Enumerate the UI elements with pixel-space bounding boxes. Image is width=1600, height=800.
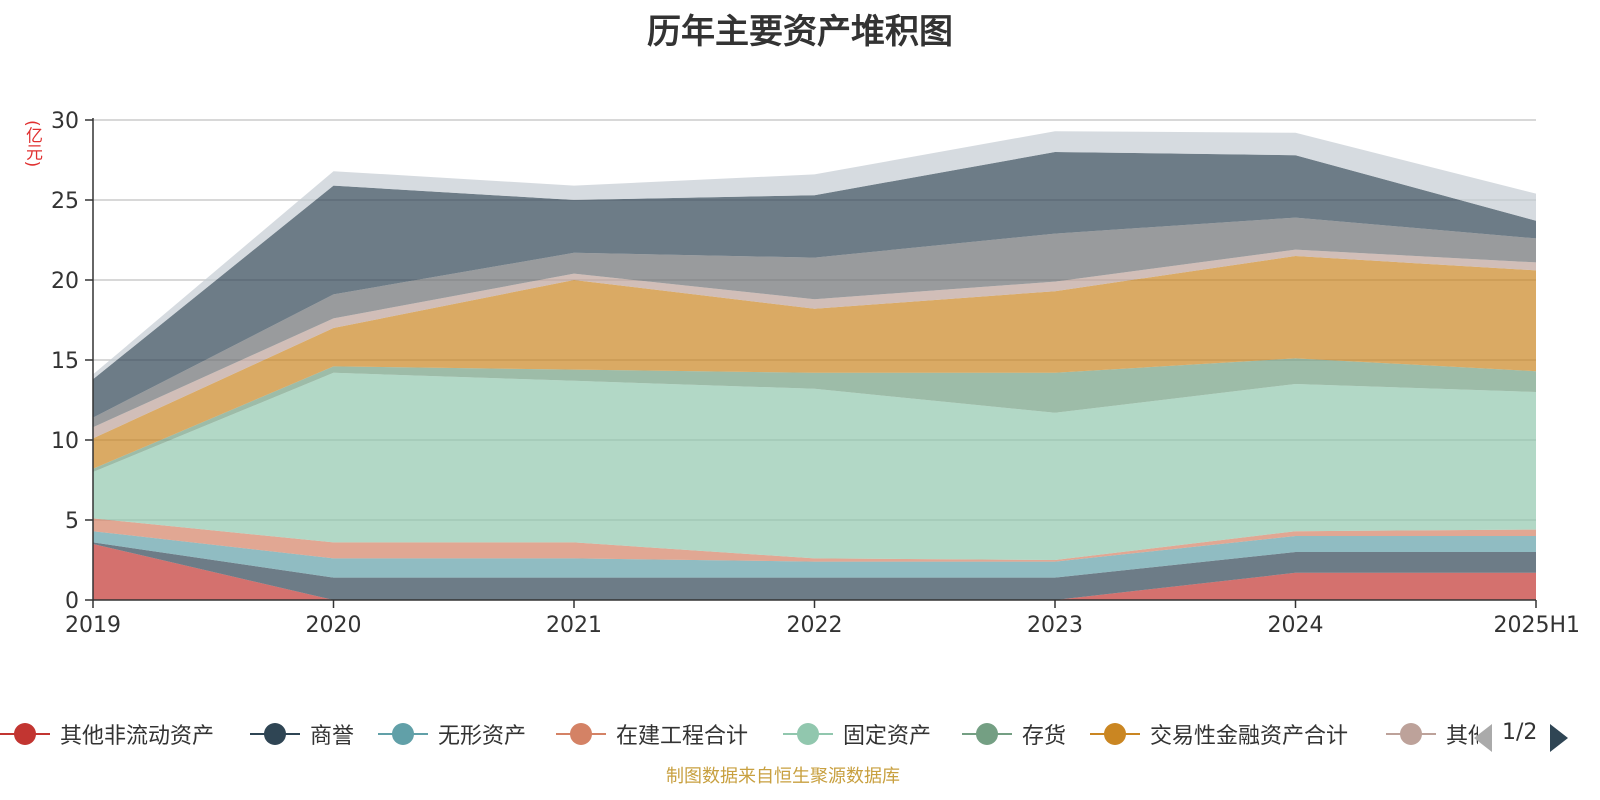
y-tick-label: 20 [51,269,79,294]
legend-dot-icon [392,723,414,745]
legend-label: 在建工程合计 [616,724,749,749]
legend-label: 商誉 [310,724,355,749]
area-series-3[interactable] [93,518,1536,562]
area-series-10[interactable] [93,131,1536,380]
area-series-5[interactable] [93,358,1536,472]
x-tick-label: 2019 [65,613,121,638]
y-tick-label: 15 [51,349,79,374]
area-series-1[interactable] [93,542,1536,600]
area-series-9[interactable] [93,152,1536,418]
area-series-4[interactable] [93,372,1536,560]
legend-dot-icon [14,723,36,745]
legend-dot-icon [797,723,819,745]
legend-dot-icon [976,723,998,745]
legend-label: 无形资产 [438,724,527,749]
legend-next-page-icon[interactable] [1550,724,1568,752]
y-tick-label: 25 [51,189,79,214]
legend-label: 其他 [1446,724,1478,749]
legend-label: 交易性金融资产合计 [1150,724,1349,749]
y-tick-label: 30 [51,109,79,134]
y-axis-unit-label: (亿元) [22,120,42,168]
legend-pager: 1/2 [1474,720,1600,756]
legend-dot-icon [264,723,286,745]
y-tick-label: 5 [65,509,79,534]
x-tick-label: 2022 [787,613,843,638]
data-source-note: 制图数据来自恒生聚源数据库 [666,766,900,787]
legend-page-indicator: 1/2 [1502,720,1538,745]
legend-dot-icon [1104,723,1126,745]
x-tick-label: 2024 [1268,613,1324,638]
legend-label: 固定资产 [843,724,932,749]
legend-label: 其他非流动资产 [60,724,215,749]
chart-title: 历年主要资产堆积图 [647,12,953,52]
x-tick-label: 2021 [546,613,602,638]
area-series-8[interactable] [93,217,1536,428]
area-series-2[interactable] [93,531,1536,578]
x-tick-label: 2025H1 [1493,613,1580,638]
x-tick-label: 2020 [306,613,362,638]
legend-label: 存货 [1022,724,1067,749]
area-series [93,131,1536,600]
axes: 0 5 10 15 20 25 30 2019 2020 2021 2022 2023 2024 2025… [51,109,1580,638]
legend: 其他非流动资产 商誉 无形资产 在建工程合计 固定资产 存货 交易性金融资产合计 其他 [0,716,1478,756]
y-tick-label: 0 [65,589,79,614]
legend-dot-icon [570,723,592,745]
legend-dot-icon [1400,723,1422,745]
y-tick-label: 10 [51,429,79,454]
legend-prev-page-icon[interactable] [1474,724,1492,752]
area-series-6[interactable] [93,256,1536,469]
area-series-7[interactable] [93,249,1536,439]
x-tick-label: 2023 [1027,613,1083,638]
area-series-0[interactable] [93,544,1536,600]
